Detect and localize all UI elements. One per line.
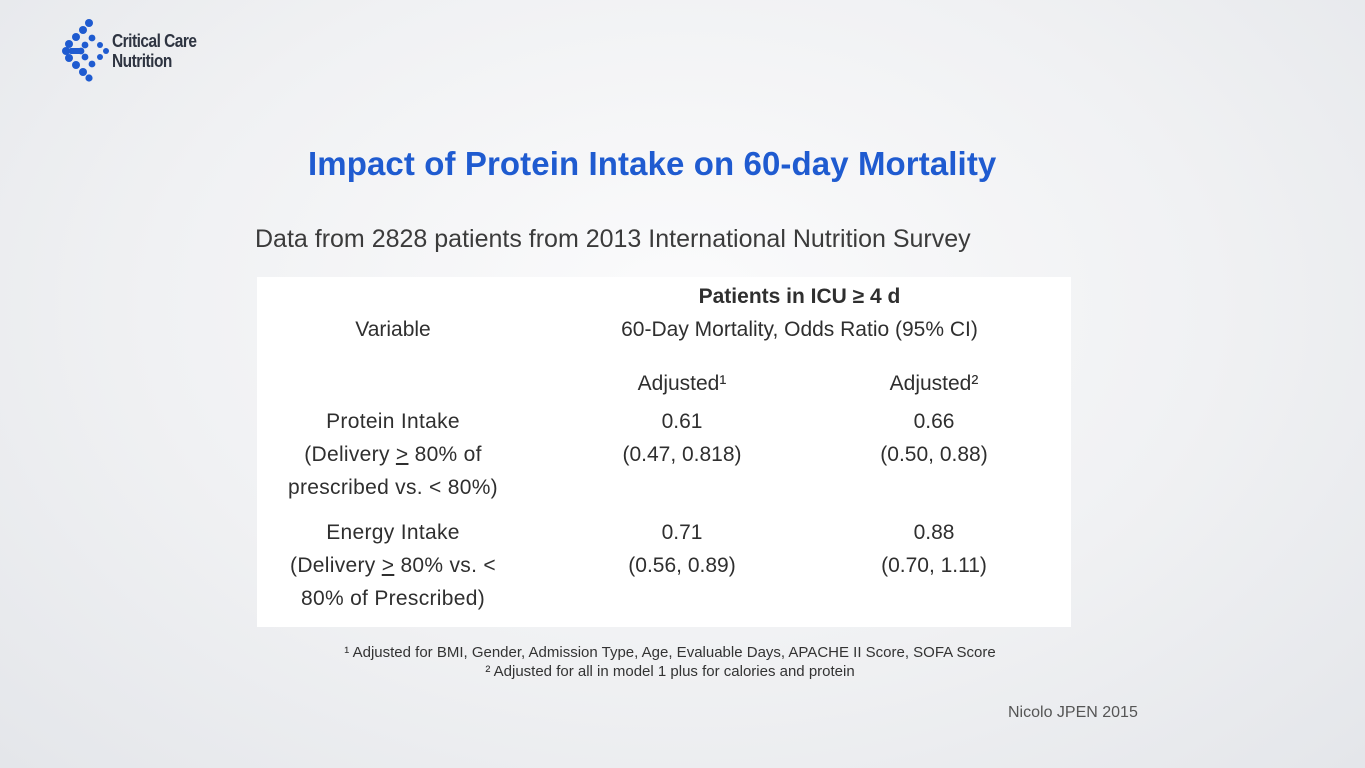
logo: Critical Care Nutrition bbox=[62, 18, 202, 82]
row-protein-adjusted-2: 0.66 (0.50, 0.88) bbox=[834, 405, 1034, 471]
row-protein-variable: Protein Intake (Delivery > 80% of prescr… bbox=[257, 405, 529, 504]
logo-line-1: Critical Care bbox=[112, 31, 197, 51]
row-protein-label-line1: Protein Intake bbox=[326, 410, 460, 433]
logo-line-2: Nutrition bbox=[112, 51, 172, 71]
adjusted-1-header: Adjusted¹ bbox=[637, 372, 727, 395]
row-energy-label-line2: (Delivery > 80% vs. < bbox=[257, 549, 529, 582]
row-energy-label-line1: Energy Intake bbox=[326, 521, 460, 544]
row-energy-label-line3: 80% of Prescribed) bbox=[301, 587, 485, 610]
row-energy-adj2-value: 0.88 bbox=[913, 521, 955, 544]
row-energy-adjusted-1: 0.71 (0.56, 0.89) bbox=[582, 516, 782, 582]
row-protein-adjusted-1: 0.61 (0.47, 0.818) bbox=[582, 405, 782, 471]
group-header: Patients in ICU ≥ 4 d bbox=[698, 285, 901, 308]
footnote-1: ¹ Adjusted for BMI, Gender, Admission Ty… bbox=[344, 644, 996, 661]
row-protein-label-line2-pre: (Delivery bbox=[304, 443, 396, 466]
adjusted-2-header: Adjusted² bbox=[889, 372, 979, 395]
row-protein-label-line2-post: 80% of bbox=[408, 443, 482, 466]
row-energy-adj1-value: 0.71 bbox=[661, 521, 703, 544]
row-protein-adj2-ci: (0.50, 0.88) bbox=[880, 443, 988, 466]
row-energy-label-line2-pre: (Delivery bbox=[290, 554, 382, 577]
footnote-2: ² Adjusted for all in model 1 plus for c… bbox=[485, 663, 855, 680]
row-protein-label-line2-symbol: > bbox=[395, 443, 409, 466]
row-protein-adj2-value: 0.66 bbox=[913, 410, 955, 433]
row-energy-adj1-ci: (0.56, 0.89) bbox=[628, 554, 736, 577]
critical-care-nutrition-logo-icon bbox=[62, 19, 109, 82]
row-protein-adj1-value: 0.61 bbox=[661, 410, 703, 433]
row-energy-adj2-ci: (0.70, 1.11) bbox=[881, 554, 987, 577]
logo-text: Critical Care Nutrition bbox=[112, 31, 197, 71]
row-energy-variable: Energy Intake (Delivery > 80% vs. < 80% … bbox=[257, 516, 529, 615]
slide-title: Impact of Protein Intake on 60-day Morta… bbox=[308, 145, 997, 182]
row-protein-label-line3: prescribed vs. < 80%) bbox=[288, 476, 498, 499]
row-protein-label-line2: (Delivery > 80% of bbox=[257, 438, 529, 471]
row-energy-label-line2-post: 80% vs. < bbox=[394, 554, 496, 577]
slide-subtitle: Data from 2828 patients from 2013 Intern… bbox=[255, 225, 971, 253]
citation: Nicolo JPEN 2015 bbox=[1008, 704, 1138, 721]
row-energy-label-line2-symbol: > bbox=[381, 554, 395, 577]
row-protein-adj1-ci: (0.47, 0.818) bbox=[622, 443, 742, 466]
row-energy-adjusted-2: 0.88 (0.70, 1.11) bbox=[834, 516, 1034, 582]
variable-header: Variable bbox=[355, 318, 431, 341]
results-table: Variable Patients in ICU ≥ 4 d 60-Day Mo… bbox=[257, 277, 1071, 627]
measure-header: 60-Day Mortality, Odds Ratio (95% CI) bbox=[621, 318, 978, 341]
